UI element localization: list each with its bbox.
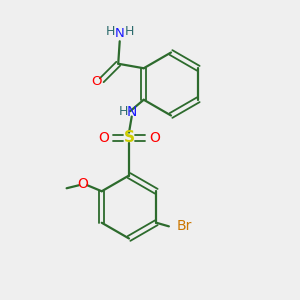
- Text: N: N: [115, 27, 124, 40]
- Text: H: H: [105, 25, 115, 38]
- Text: S: S: [124, 130, 134, 146]
- Text: O: O: [91, 75, 102, 88]
- Text: H: H: [124, 25, 134, 38]
- Text: O: O: [78, 177, 88, 191]
- Text: H: H: [119, 105, 128, 118]
- Text: O: O: [98, 131, 109, 145]
- Text: O: O: [149, 131, 160, 145]
- Text: N: N: [127, 105, 137, 119]
- Text: Br: Br: [177, 219, 192, 233]
